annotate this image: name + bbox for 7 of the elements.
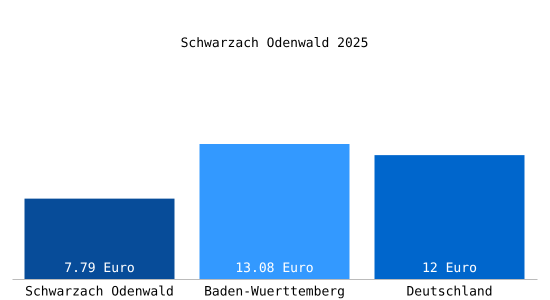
chart-title: Schwarzach Odenwald 2025 (180, 36, 368, 51)
data-label: 13.08 Euro (235, 261, 314, 276)
data-label: 12 Euro (422, 261, 477, 276)
x-tick-label: Baden-Wuerttemberg (204, 284, 345, 300)
data-label: 7.79 Euro (64, 261, 135, 276)
x-tick-label: Deutschland (406, 284, 493, 300)
x-tick-label: Schwarzach Odenwald (25, 284, 174, 300)
